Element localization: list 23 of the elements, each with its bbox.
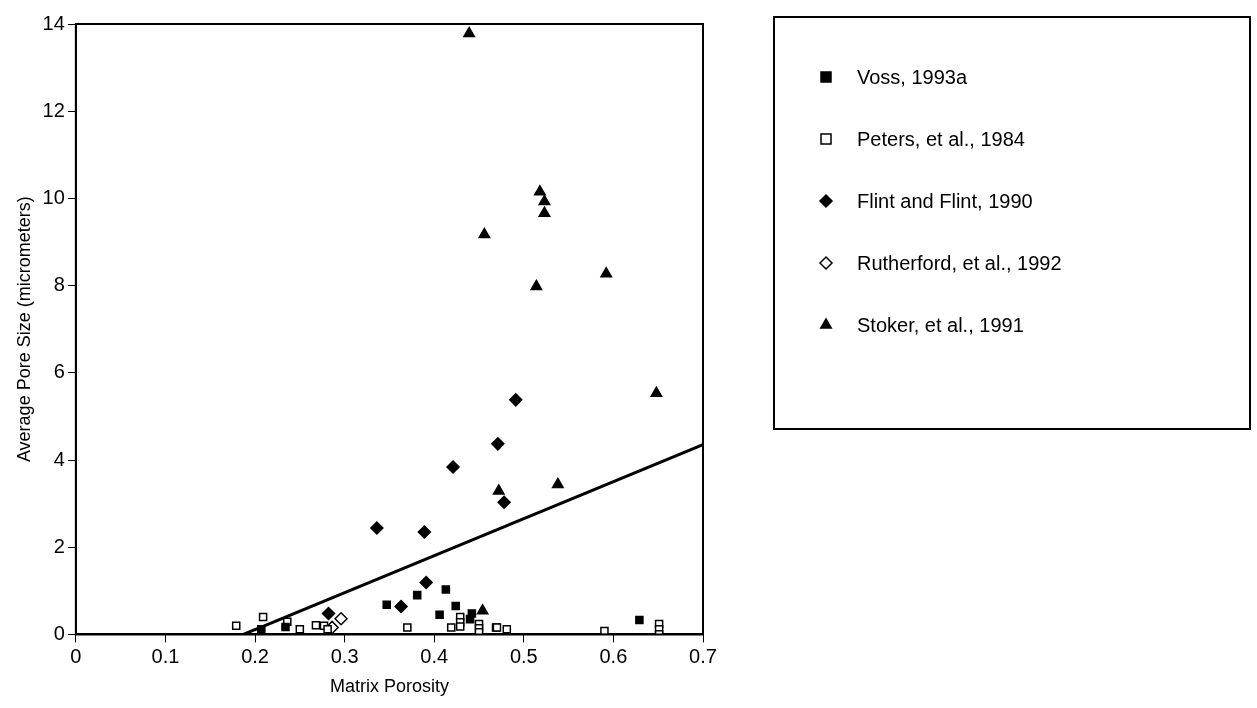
x-tick-label: 0.1 (151, 644, 180, 667)
y-tick-label: 2 (53, 534, 65, 557)
y-tick-label: 6 (53, 360, 65, 383)
x-tick-label: 0 (70, 644, 82, 667)
x-axis-title: Matrix Porosity (329, 676, 449, 697)
x-tick-label: 0.4 (420, 644, 449, 667)
legend-label: Flint and Flint, 1990 (857, 189, 1033, 213)
y-tick-label: 10 (42, 185, 65, 208)
legend-label: Rutherford, et al., 1992 (857, 251, 1062, 275)
y-tick-label: 0 (53, 621, 65, 644)
y-tick-label: 8 (53, 273, 65, 296)
y-tick-label: 12 (42, 98, 65, 121)
y-axis-title: Average Pore Size (micrometers) (13, 196, 34, 463)
y-tick-label: 14 (42, 11, 65, 34)
x-tick-label: 0.6 (599, 644, 628, 667)
legend-label: Voss, 1993a (857, 65, 968, 89)
legend-label: Stoker, et al., 1991 (857, 313, 1024, 337)
x-tick-label: 0.5 (509, 644, 538, 667)
x-tick-label: 0.7 (689, 644, 717, 667)
x-tick-label: 0.2 (241, 644, 269, 667)
legend-label: Peters, et al., 1984 (857, 127, 1025, 151)
y-tick-label: 4 (53, 447, 65, 470)
x-tick-label: 0.3 (330, 644, 359, 667)
